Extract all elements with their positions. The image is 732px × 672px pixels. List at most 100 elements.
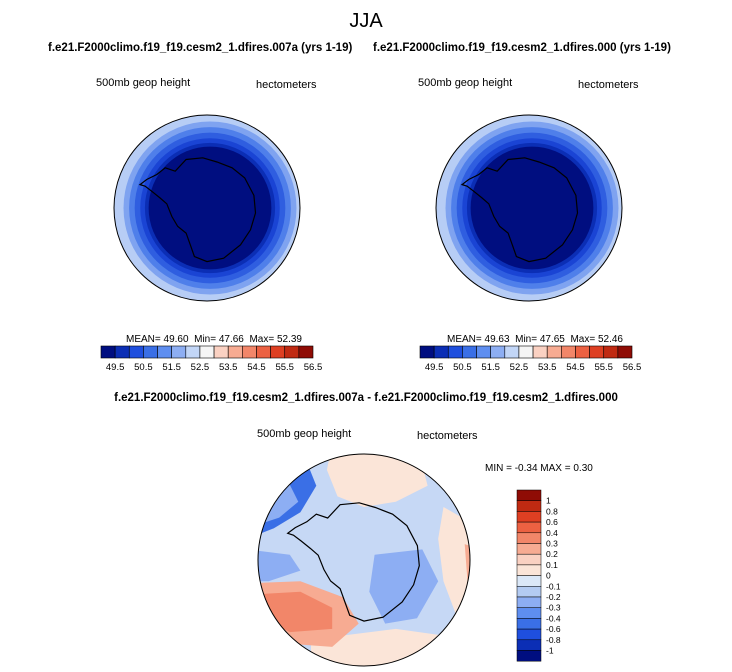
panel-2-colorbar-box bbox=[575, 345, 590, 359]
panel-2-colorbar-box bbox=[447, 345, 463, 359]
panel-1-colorbar-tick-label: 55.5 bbox=[275, 362, 294, 373]
difference-colorbar-box bbox=[516, 618, 542, 630]
panel-1-colorbar-box bbox=[270, 345, 286, 359]
panel-2-min-value: 47.65 bbox=[539, 334, 565, 345]
panel-1-max-label: Max= bbox=[249, 334, 275, 345]
difference-colorbar: 10.80.60.40.30.20.10-0.1-0.2-0.3-0.4-0.6… bbox=[516, 489, 561, 662]
panel-2-colorbar-box bbox=[603, 345, 619, 359]
panel-2-colorbar-box bbox=[462, 345, 477, 359]
panel-1-min-value: 47.66 bbox=[218, 334, 244, 345]
panel-1-mean-label: MEAN= bbox=[126, 334, 161, 345]
panel-2-colorbar-tick-label: 52.5 bbox=[510, 362, 529, 373]
difference-colorbar-tick-label: -0.6 bbox=[546, 624, 561, 634]
panel-2-colorbar-tick-label: 50.5 bbox=[453, 362, 472, 373]
panel-1-colorbar-box bbox=[213, 345, 229, 359]
panel-1-colorbar-tick-label: 50.5 bbox=[134, 362, 153, 373]
difference-colorbar-tick-label: 0.1 bbox=[546, 560, 558, 570]
difference-region-east-antarctica bbox=[369, 549, 439, 624]
panel-2-colorbar-box bbox=[419, 345, 435, 359]
panel-2-colorbar-box bbox=[546, 345, 562, 359]
panel-1-colorbar-box bbox=[171, 345, 187, 359]
difference-colorbar-box bbox=[516, 639, 542, 651]
difference-colorbar-tick-label: 0.4 bbox=[546, 528, 558, 538]
panel-1-variable-label: 500mb geop height bbox=[96, 77, 191, 89]
panel-1-max-value: 52.39 bbox=[276, 334, 302, 345]
difference-colorbar-box bbox=[516, 628, 542, 641]
difference-colorbar-box bbox=[516, 650, 542, 662]
panel-2-colorbar-tick-label: 55.5 bbox=[594, 362, 613, 373]
panel-1-colorbar: 49.5 50.5 51.5 52.5 53.5 54.5 55.5 56.5 bbox=[100, 345, 323, 373]
panel-2-stats: MEAN= 49.63 Min= 47.65 Max= 52.46 bbox=[447, 334, 623, 345]
panel-1-units-label: hectometers bbox=[256, 79, 317, 91]
panel-1-colorbar-box bbox=[157, 345, 172, 359]
panel-2-colorbar-box bbox=[504, 345, 520, 359]
difference-colorbar-tick-label: 0.6 bbox=[546, 517, 558, 527]
panel-2-max-label: Max= bbox=[570, 334, 596, 345]
difference-colorbar-tick-label: -0.2 bbox=[546, 592, 561, 602]
panel-2-contour-<49.5 bbox=[470, 146, 594, 270]
difference-colorbar-tick-label: 1 bbox=[546, 496, 551, 506]
difference-colorbar-tick-label: -0.3 bbox=[546, 603, 561, 613]
panel-1-colorbar-box bbox=[128, 345, 144, 359]
difference-colorbar-tick-label: -0.1 bbox=[546, 581, 561, 591]
panel-1-contour-<49.5 bbox=[148, 146, 272, 270]
panel-2-variable-label: 500mb geop height bbox=[418, 77, 513, 89]
panel-1-colorbar-box bbox=[185, 345, 201, 359]
panel-2-colorbar-box bbox=[561, 345, 576, 359]
difference-colorbar-box bbox=[516, 543, 542, 555]
difference-region-lower-left-core bbox=[263, 591, 333, 633]
panel-1-mean-value: 49.60 bbox=[163, 334, 189, 345]
panel-1-colorbar-tick-label: 53.5 bbox=[219, 362, 238, 373]
difference-colorbar-box bbox=[516, 553, 542, 566]
panel-1-min-label: Min= bbox=[194, 334, 217, 345]
difference-colorbar-box bbox=[516, 532, 542, 544]
difference-title: f.e21.F2000climo.f19_f19.cesm2_1.dfires.… bbox=[114, 392, 618, 404]
difference-region-right bbox=[438, 507, 470, 624]
panel-2-colorbar-box bbox=[490, 345, 506, 359]
panel-1-colorbar-tick-label: 56.5 bbox=[304, 362, 323, 373]
difference-variable-label: 500mb geop height bbox=[257, 428, 352, 440]
panel-1-case-title: f.e21.F2000climo.f19_f19.cesm2_1.dfires.… bbox=[48, 42, 353, 54]
panel-1-colorbar-box bbox=[227, 345, 243, 359]
panel-2-mean-value: 49.63 bbox=[484, 334, 510, 345]
difference-colorbar-tick-label: -1 bbox=[546, 646, 554, 656]
difference-map-border bbox=[257, 453, 471, 667]
panel-1-colorbar-box bbox=[284, 345, 300, 359]
panel-2-colorbar-tick-label: 54.5 bbox=[566, 362, 585, 373]
difference-colorbar-box bbox=[516, 511, 542, 523]
panel-1-colorbar-box bbox=[100, 345, 116, 359]
panel-1-stats: MEAN= 49.60 Min= 47.66 Max= 52.39 bbox=[126, 334, 302, 345]
panel-2-colorbar-box bbox=[589, 345, 605, 359]
difference-colorbar-box bbox=[516, 586, 542, 598]
panel-1-map-border bbox=[113, 114, 301, 302]
panel-1-colorbar-box bbox=[143, 345, 158, 359]
panel-2-case-title: f.e21.F2000climo.f19_f19.cesm2_1.dfires.… bbox=[373, 42, 671, 54]
panel-2-min-label: Min= bbox=[515, 334, 538, 345]
difference-colorbar-tick-label: 0 bbox=[546, 571, 551, 581]
panel-2-colorbar-tick-label: 56.5 bbox=[623, 362, 642, 373]
panel-2-colorbar-tick-label: 53.5 bbox=[538, 362, 557, 373]
panel-2-colorbar-box bbox=[532, 345, 548, 359]
figure-title: JJA bbox=[349, 10, 383, 32]
difference-colorbar-tick-label: 0.3 bbox=[546, 539, 558, 549]
panel-2-max-value: 52.46 bbox=[597, 334, 623, 345]
panel-2-colorbar-box bbox=[518, 345, 534, 359]
panel-2-map-border bbox=[435, 114, 623, 302]
difference-region-left-middle bbox=[258, 549, 301, 582]
panel-2-map bbox=[435, 114, 623, 302]
panel-1-colorbar-tick-label: 51.5 bbox=[162, 362, 181, 373]
panel-2-colorbar: 49.5 50.5 51.5 52.5 53.5 54.5 55.5 56.5 bbox=[419, 345, 642, 373]
difference-colorbar-box bbox=[516, 489, 542, 501]
panel-1-colorbar-box bbox=[199, 345, 215, 359]
difference-coastline bbox=[286, 502, 420, 622]
panel-1-colorbar-tick-label: 52.5 bbox=[191, 362, 210, 373]
panel-1-colorbar-tick-label: 49.5 bbox=[106, 362, 125, 373]
panel-2-coastline bbox=[460, 157, 579, 263]
panel-2-colorbar-box bbox=[476, 345, 491, 359]
panel-1-colorbar-box bbox=[114, 345, 130, 359]
difference-colorbar-box bbox=[516, 575, 542, 587]
panel-1-colorbar-box bbox=[298, 345, 314, 359]
panel-2-colorbar-box bbox=[433, 345, 449, 359]
difference-colorbar-tick-label: 0.8 bbox=[546, 506, 558, 516]
